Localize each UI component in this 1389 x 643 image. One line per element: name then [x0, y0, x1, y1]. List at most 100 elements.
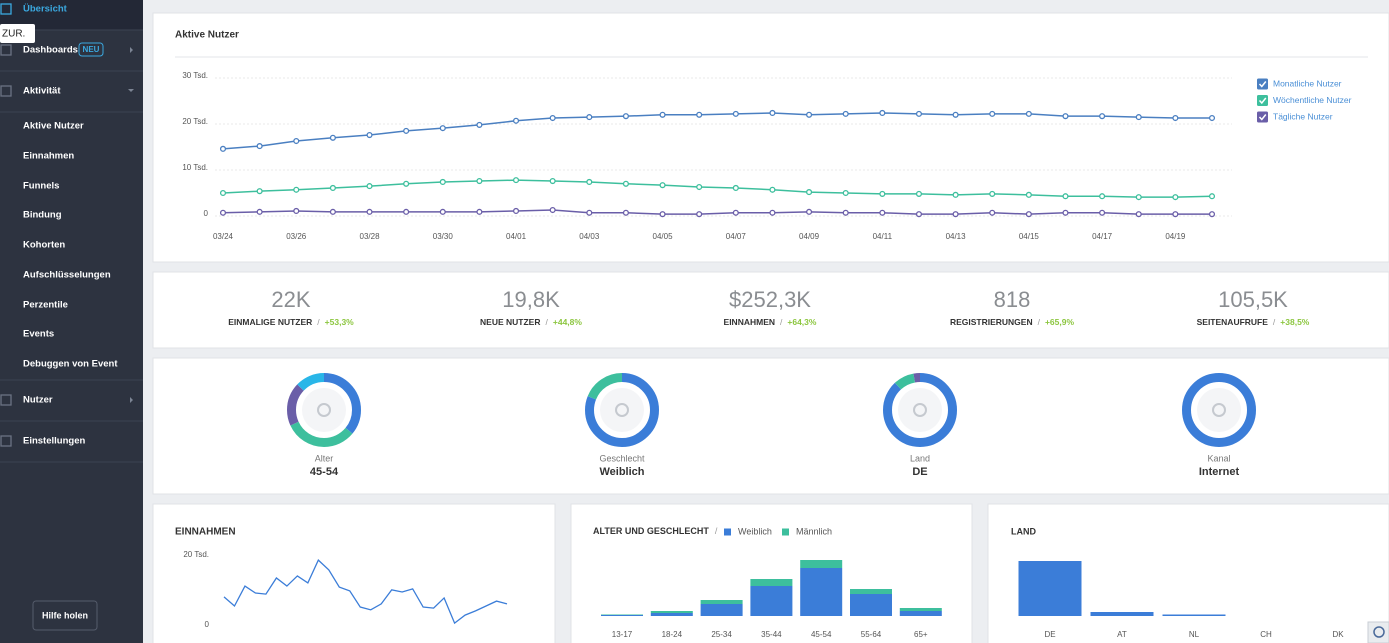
check: [1258, 97, 1267, 105]
nav-item[interactable]: Aktive Nutzer: [23, 121, 84, 132]
point: [1172, 211, 1179, 218]
donut-icon: [615, 403, 629, 417]
donut-label: Kanal: [1207, 453, 1230, 463]
x-tick-label: 04/05: [653, 232, 674, 241]
point: [769, 186, 776, 193]
legend-checkbox[interactable]: [1257, 95, 1268, 106]
point: [293, 186, 300, 193]
kpi-change: +65,9%: [1045, 317, 1075, 327]
bar-segment: [601, 615, 643, 616]
corner-icon[interactable]: [1367, 621, 1389, 643]
help-button-text[interactable]: Hilfe holen: [42, 610, 88, 620]
kpi-value: 105,5K: [1218, 287, 1288, 312]
point: [622, 180, 629, 187]
point: [366, 183, 373, 190]
nav-item[interactable]: Dashboards: [23, 45, 78, 56]
x-tick-label: 35-44: [761, 630, 782, 639]
card: [152, 12, 1389, 263]
x-tick-label: 45-54: [811, 630, 832, 639]
point: [1099, 113, 1106, 120]
nav-item[interactable]: Kohorten: [23, 240, 65, 251]
nav-item[interactable]: Übersicht: [23, 4, 68, 15]
point: [256, 208, 263, 215]
point: [439, 208, 446, 215]
point: [952, 191, 959, 198]
point: [659, 111, 666, 118]
bar-segment: [650, 611, 693, 613]
nav-item[interactable]: Events: [23, 329, 54, 340]
legend-label[interactable]: Tägliche Nutzer: [1273, 111, 1333, 121]
x-tick-label: 04/09: [799, 232, 820, 241]
point: [366, 131, 373, 139]
kpi-name: REGISTRIERUNGEN: [950, 317, 1033, 327]
separator: /: [317, 317, 320, 327]
legend-checkbox[interactable]: [1257, 111, 1268, 123]
point: [696, 111, 703, 118]
point: [586, 114, 593, 121]
nav-item[interactable]: Aufschlüsselungen: [23, 270, 111, 281]
point: [622, 113, 629, 120]
point: [586, 178, 593, 186]
point: [806, 189, 813, 196]
kpi-value: $252,3K: [729, 287, 811, 312]
x-tick-label: 03/28: [360, 232, 381, 241]
point: [476, 121, 483, 128]
nav-item[interactable]: Funnels: [23, 181, 59, 192]
donut-segment: [1182, 373, 1256, 447]
bar-segment: [899, 608, 942, 611]
bar-segment: [899, 611, 942, 616]
tooltip-text: ZUR.: [2, 29, 25, 40]
card: [152, 271, 1389, 349]
legend-label: Männlich: [796, 526, 832, 536]
kpi-value: 818: [994, 287, 1031, 312]
legend-label[interactable]: Monatliche Nutzer: [1273, 78, 1342, 88]
nav-item[interactable]: Perzentile: [23, 300, 68, 311]
kpi-name: SEITENAUFRUFE: [1197, 317, 1269, 327]
point: [293, 137, 300, 145]
card-title: EINNAHMEN: [175, 527, 236, 538]
point: [696, 211, 703, 218]
point: [512, 207, 520, 214]
nav-icon: [0, 435, 12, 447]
point: [1099, 209, 1106, 216]
point: [659, 182, 666, 189]
x-tick-label: 04/03: [579, 232, 600, 241]
line-series: [222, 112, 1212, 150]
kpi-change: +53,3%: [325, 317, 355, 327]
kpi-value: 19,8K: [502, 287, 560, 312]
nav-item[interactable]: Bindung: [23, 210, 62, 221]
legend-label: Weiblich: [738, 526, 772, 536]
card-title: LAND: [1011, 526, 1036, 536]
nav-icon: [0, 85, 12, 97]
point: [549, 206, 556, 214]
point: [329, 208, 336, 215]
legend-label[interactable]: Wöchentliche Nutzer: [1273, 95, 1352, 105]
donut-label: Alter: [315, 453, 334, 463]
point: [915, 190, 923, 197]
x-tick-label: 04/15: [1019, 232, 1040, 241]
nav-item[interactable]: Nutzer: [23, 395, 53, 406]
legend-checkbox[interactable]: [1257, 78, 1268, 90]
point: [1099, 193, 1106, 200]
tooltip: [0, 24, 35, 43]
line-series: [222, 209, 1212, 215]
nav-item[interactable]: Aktivität: [23, 86, 61, 97]
point: [1135, 114, 1142, 121]
donut-value: Weiblich: [599, 466, 644, 478]
nav-item[interactable]: Debuggen von Event: [23, 359, 118, 370]
point: [439, 125, 446, 132]
help-button[interactable]: [32, 600, 98, 631]
point: [879, 109, 886, 117]
nav-icon: [0, 3, 12, 15]
point: [732, 209, 739, 216]
x-tick-label: 03/24: [213, 232, 234, 241]
point: [842, 189, 849, 197]
x-tick-label: 04/07: [726, 232, 747, 241]
nav-item[interactable]: Einnahmen: [23, 151, 74, 162]
point: [769, 109, 776, 117]
bar-segment: [700, 604, 743, 616]
nav-item[interactable]: Einstellungen: [23, 436, 85, 447]
card: [152, 357, 1389, 495]
point: [512, 177, 520, 184]
donut-icon: [913, 403, 927, 417]
